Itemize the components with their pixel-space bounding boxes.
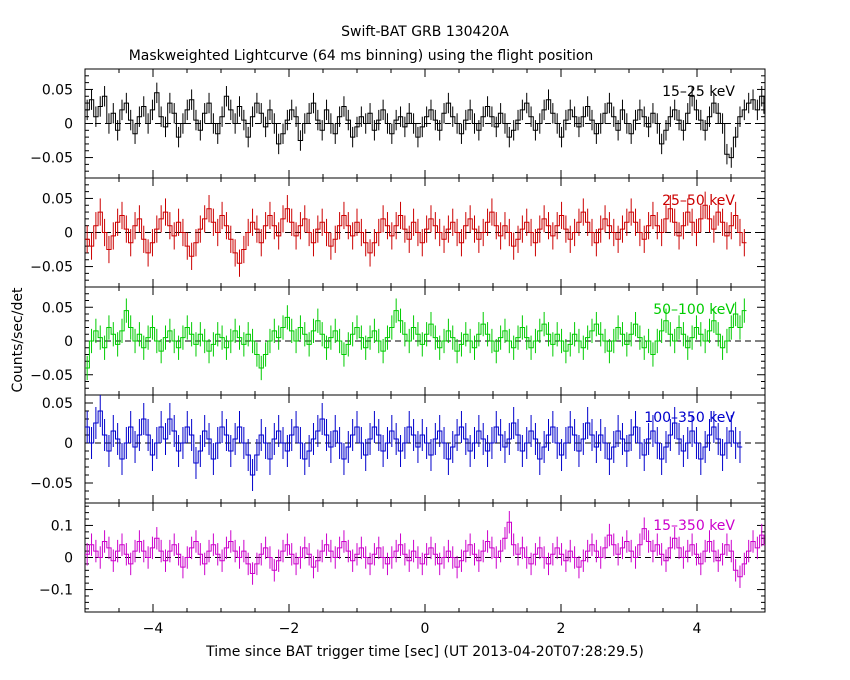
x-tick-labels: −4 −2 0 2 4 <box>143 621 702 637</box>
series-25-50-keV <box>85 191 747 277</box>
chart-title: Swift-BAT GRB 130420A <box>341 24 509 40</box>
panel-1: 0.05 0 −0.05 25–50 keV <box>30 177 766 288</box>
x-axis-label: Time since BAT trigger time [sec] (UT 20… <box>205 644 644 660</box>
band-label: 15–25 keV <box>662 84 735 100</box>
series-15-350-keV <box>85 511 765 588</box>
y-tick-label: −0.05 <box>30 476 73 492</box>
y-tick-label: −0.05 <box>30 260 73 276</box>
series-50-100-keV <box>85 298 747 381</box>
y-tick-label: 0.1 <box>51 518 73 534</box>
panel-0: 0.05 0 −0.05 15–25 keV <box>30 68 766 179</box>
panel-3: 0.05 0 −0.05 100–350 keV <box>30 394 766 504</box>
band-label: 25–50 keV <box>662 193 735 209</box>
y-tick-label: −0.05 <box>30 368 73 384</box>
lightcurve-step <box>85 204 747 264</box>
y-tick-label: 0.05 <box>42 300 73 316</box>
x-tick-label: −2 <box>279 621 300 637</box>
x-tick-label: 4 <box>693 621 702 637</box>
y-tick-label: 0.05 <box>42 191 73 207</box>
panel-2: 0.05 0 −0.05 50–100 keV <box>30 286 766 396</box>
y-tick-label: 0 <box>64 334 73 350</box>
y-tick-label: 0 <box>64 117 73 133</box>
y-tick-label: 0 <box>64 226 73 242</box>
x-tick-label: 0 <box>421 621 430 637</box>
y-tick-label: −0.05 <box>30 151 73 167</box>
y-tick-label: 0 <box>64 436 73 452</box>
band-label: 50–100 keV <box>653 302 735 318</box>
y-tick-label: 0.05 <box>42 82 73 98</box>
chart-subtitle: Maskweighted Lightcurve (64 ms binning) … <box>129 48 594 64</box>
y-tick-label: −0.1 <box>39 583 73 599</box>
band-label: 15–350 keV <box>653 518 735 534</box>
series-15-25-keV <box>85 82 765 168</box>
y-axis-label: Counts/sec/det <box>10 287 26 392</box>
y-tick-label: 0 <box>64 551 73 567</box>
band-label: 100–350 keV <box>644 410 735 426</box>
x-tick-label: −4 <box>143 621 164 637</box>
lightcurve-step <box>85 310 747 369</box>
panel-4: 0.1 0 −0.1 15–350 keV <box>39 502 766 613</box>
y-tick-label: 0.05 <box>42 396 73 412</box>
x-tick-label: 2 <box>557 621 566 637</box>
series-100-350-keV <box>85 395 743 491</box>
